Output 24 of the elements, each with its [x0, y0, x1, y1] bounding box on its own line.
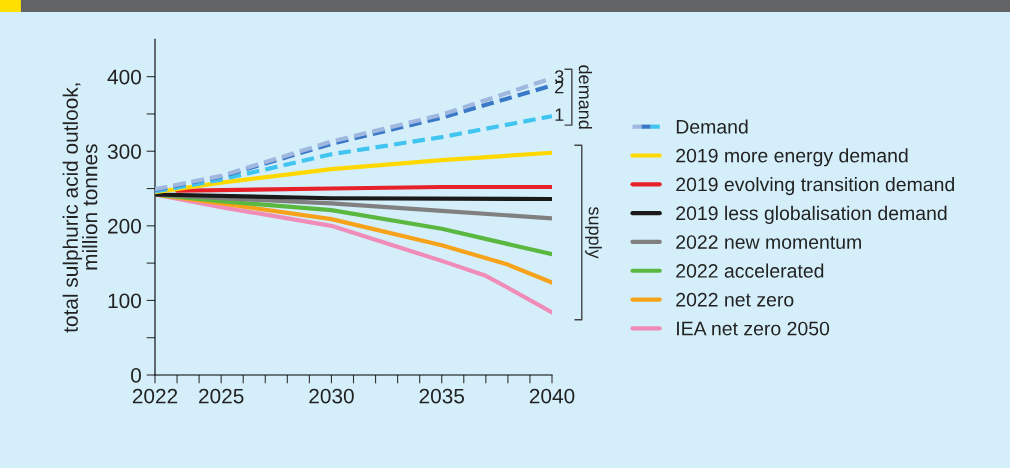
- legend-label: 2019 evolving transition demand: [676, 177, 954, 196]
- x-tick-label: 2035: [419, 388, 465, 404]
- legend-label: 2022 net zero: [676, 292, 794, 307]
- legend-label: 2022 new momentum: [676, 235, 861, 249]
- legend-label: 2022 accelerated: [676, 263, 824, 278]
- x-tick-label: 2030: [309, 388, 354, 404]
- line-series: [155, 150, 552, 195]
- y-tick-label: 300: [107, 144, 141, 159]
- legend-label: IEA net zero 2050: [677, 321, 830, 336]
- legend-label: 2019 more energy demand: [676, 148, 908, 167]
- text: demand: [578, 65, 592, 129]
- line-series: [155, 114, 552, 194]
- x-tick-label: 2040: [529, 388, 575, 404]
- y-axis-title: total sulphuric acid outlook, million tonnes: [62, 83, 98, 333]
- series-label: 1: [555, 108, 564, 121]
- x-tick-label: 2025: [199, 388, 244, 404]
- legend-label: 2019 less globalisation demand: [676, 205, 947, 224]
- y-tick-label: 400: [107, 69, 141, 85]
- x-tick-label: 2022: [132, 388, 178, 404]
- text: supply: [585, 206, 602, 259]
- y-tick-label: 0: [131, 368, 141, 383]
- y-tick-label: 200: [108, 218, 141, 234]
- text: Demand: [676, 119, 748, 134]
- y-tick-label: 100: [108, 293, 141, 309]
